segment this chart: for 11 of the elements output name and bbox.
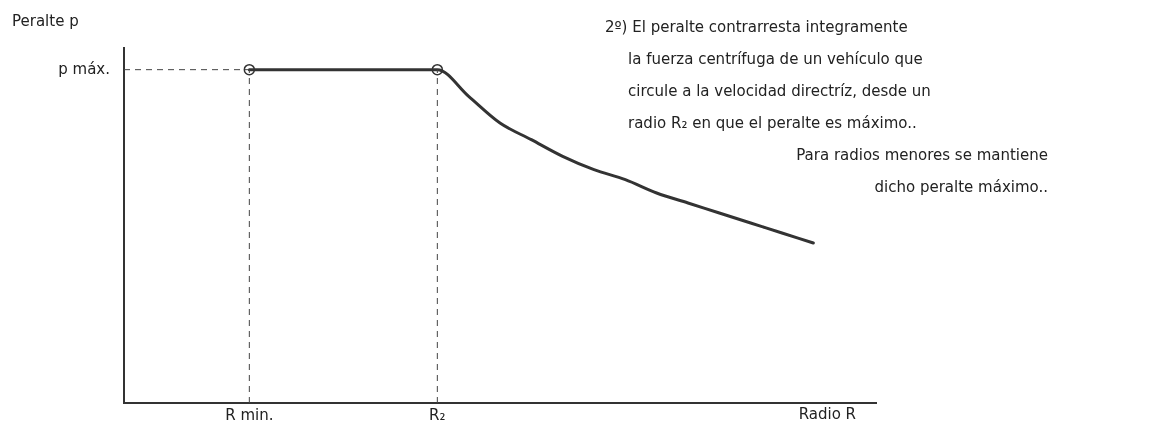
ref-line-label: p máx. [58,59,110,78]
annotation: Para radios menores se mantiene [796,145,1048,164]
annotation: dicho peralte máximo.. [874,177,1048,196]
x-axis-title: Radio R [798,404,856,423]
text: 2º) El peralte contrarresta integramente [605,17,908,36]
annotation: circule a la velocidad directríz, desde un [628,81,931,100]
annotation: radio R₂ en que el peralte es máximo.. [628,113,917,132]
text: la fuerza centrífuga de un vehículo que [628,49,923,68]
x-tick-label: R₂ [429,405,446,424]
x-tick-label: R min. [225,405,274,424]
y-axis-title: Peralte p [12,11,79,30]
